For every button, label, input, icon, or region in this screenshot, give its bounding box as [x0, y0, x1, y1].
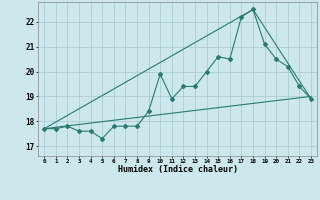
X-axis label: Humidex (Indice chaleur): Humidex (Indice chaleur) — [118, 165, 238, 174]
